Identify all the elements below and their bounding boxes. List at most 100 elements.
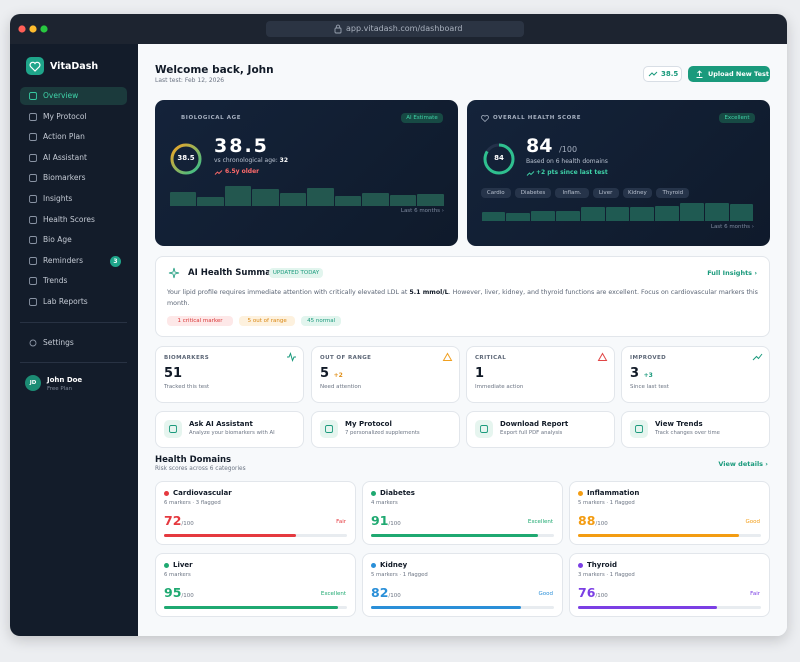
bio-age-bar: [362, 193, 389, 206]
nav-label[interactable]: Health Scores: [43, 214, 95, 224]
domain-score: 82/100: [371, 585, 401, 600]
window-controls: [18, 25, 48, 33]
action-icon: [630, 420, 648, 438]
progress-bar: [578, 534, 740, 537]
nav-label[interactable]: My Protocol: [43, 111, 87, 121]
nav-label[interactable]: Insights: [43, 194, 73, 203]
icon-shape: [752, 353, 763, 361]
nav-label[interactable]: Bio Age: [43, 235, 72, 245]
domain-dot: [164, 491, 169, 496]
nav-label[interactable]: Reminders: [43, 255, 83, 265]
nav-label[interactable]: Lab Reports: [43, 297, 88, 306]
ring-value: 84: [494, 154, 504, 162]
stat-value: 3 +3: [630, 366, 653, 381]
domain-tag: Liver: [592, 188, 619, 198]
up-icon: [214, 170, 223, 175]
domain-tag: Inflam.: [555, 188, 589, 198]
nav-icon: [29, 92, 37, 100]
period-link[interactable]: Last 6 months ›: [400, 208, 444, 214]
nav-item[interactable]: [20, 87, 127, 105]
action-title[interactable]: View Trends: [655, 420, 703, 428]
period-link[interactable]: Last 6 months ›: [710, 224, 754, 230]
sparkle: [168, 267, 180, 279]
stat-label: OUT OF RANGE: [320, 355, 372, 361]
full-insights-link[interactable]: Full Insights ›: [707, 269, 757, 277]
domain-status: Fair: [336, 519, 346, 525]
stat-card: [466, 346, 615, 403]
bio-age-bar: [334, 196, 361, 206]
score: 72: [164, 513, 182, 528]
stat-label: BIOMARKERS: [164, 355, 210, 361]
domain-status: Excellent: [320, 591, 346, 597]
health-score-value: 84 /100: [526, 135, 577, 157]
settings[interactable]: Settings: [43, 338, 74, 347]
domain-meta: 6 markers · 3 flagged: [164, 500, 221, 506]
welcome-title: Welcome back, John: [155, 64, 274, 76]
stat-note: Since last test: [630, 384, 669, 390]
value: 1: [475, 366, 485, 381]
age-difference: 6.5y older: [225, 168, 260, 175]
icon-shape: [597, 352, 608, 361]
domain-name: Inflammation: [587, 489, 640, 497]
domain-tag: Cardio: [481, 188, 511, 198]
nav-label[interactable]: Trends: [43, 276, 68, 286]
domain-status: Good: [745, 519, 760, 525]
health-score-bar: [531, 211, 555, 221]
domain-dot: [164, 563, 169, 568]
health-score-bar: [680, 203, 704, 221]
score: 95: [164, 585, 182, 600]
user-name: John Doe: [47, 376, 83, 384]
nav-icon: [29, 195, 37, 203]
logo: [26, 57, 44, 75]
action-icon: [320, 420, 338, 438]
nav-label[interactable]: Biomarkers: [43, 173, 86, 183]
dark-card: [155, 100, 458, 246]
status-chip: 5 out of range: [239, 316, 296, 326]
action-title[interactable]: My Protocol: [345, 420, 392, 428]
glyph: [635, 425, 643, 433]
bio-age-bar: [169, 192, 196, 206]
stat-note: Tracked this test: [164, 384, 210, 390]
ai-summary-text: Your lipid profile requires immediate at…: [167, 287, 759, 311]
icon-shape: [29, 256, 37, 265]
text: Your lipid profile requires immediate at…: [167, 289, 410, 296]
tag: AI Estimate: [401, 113, 443, 123]
gear: [29, 339, 37, 347]
nav-label[interactable]: Overview: [43, 91, 79, 100]
glyph: [480, 425, 488, 433]
progress-bar: [164, 534, 296, 537]
nav-label[interactable]: AI Assistant: [43, 152, 87, 162]
domain-meta: 5 markers · 1 flagged: [578, 500, 635, 506]
domain-name: Kidney: [380, 561, 408, 569]
stat-label: CRITICAL: [475, 355, 507, 361]
trend-icon: [648, 71, 658, 77]
heart: [481, 115, 489, 123]
domain-name: Thyroid: [587, 561, 617, 569]
text: . However, liver, kidney, and thyroid fu…: [167, 289, 758, 307]
window-dot: [29, 25, 37, 33]
domain-score: 91/100: [371, 513, 401, 528]
action-title[interactable]: Ask AI Assistant: [189, 420, 253, 428]
stat-icon: [442, 352, 453, 361]
last-test: Last test: Feb 12, 2026: [155, 77, 225, 84]
url: app.vitadash.com/dashboard: [346, 24, 463, 33]
icon-shape: [29, 112, 37, 121]
address-bar: [266, 21, 524, 37]
nav-label[interactable]: Action Plan: [43, 132, 85, 142]
upload-button[interactable]: [688, 66, 770, 82]
bio-age-bar: [417, 194, 444, 206]
progress-bar: [371, 606, 522, 609]
heart: [29, 61, 41, 72]
bio-age-ring: [170, 143, 202, 175]
view-details-link[interactable]: View details ›: [718, 460, 768, 468]
domain-meta: 4 markers: [371, 500, 398, 506]
score: 82: [371, 585, 389, 600]
action-title[interactable]: Download Report: [500, 420, 569, 428]
divider: [20, 322, 127, 323]
score: 76: [578, 585, 596, 600]
action-icon: [475, 420, 493, 438]
nav-icon: [29, 256, 37, 265]
upload-label[interactable]: Upload New Test: [708, 70, 769, 78]
trend: [526, 171, 535, 176]
bio-age-bar: [389, 195, 416, 206]
